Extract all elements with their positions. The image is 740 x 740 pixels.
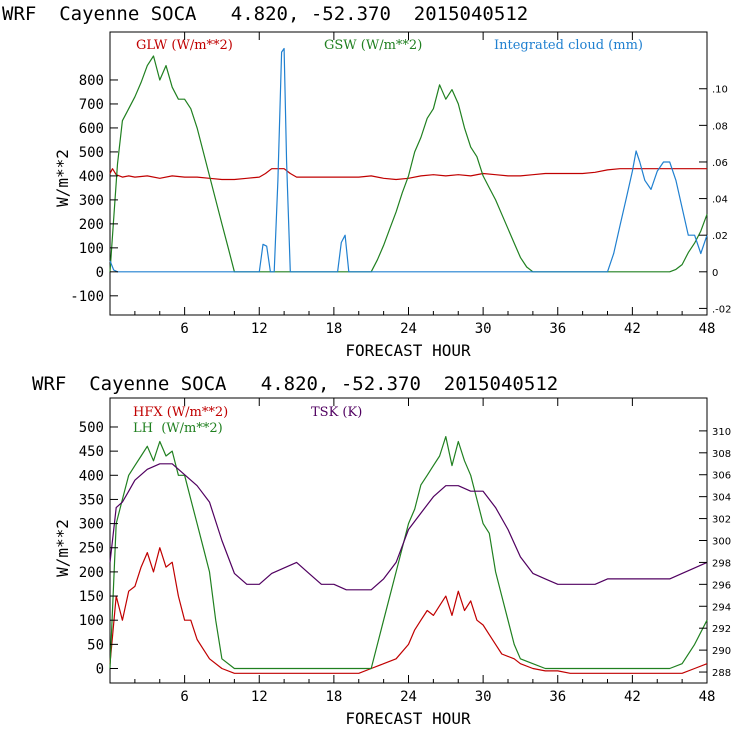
chart1-ytick-label-400: 400	[79, 169, 104, 185]
chart1-y2tick-label-4: .06	[712, 158, 728, 169]
chart2-ytick-label-400: 400	[79, 468, 104, 484]
chart2-ytick-label-50: 50	[87, 637, 104, 653]
chart1-y2tick-label-1: 0	[712, 268, 718, 279]
chart2-series-lh	[109, 436, 708, 670]
chart2-y2tick-label-0: 288	[712, 668, 731, 679]
chart1-series-glw	[109, 168, 707, 181]
chart1-y2tick-label-0: .-02	[712, 304, 732, 315]
chart2-frame	[109, 397, 708, 684]
chart2-legend-hfx: HFX (W/m**2)	[133, 405, 228, 420]
chart1-y2tick-label-2: .02	[712, 231, 728, 242]
chart2-ytick-label-200: 200	[79, 565, 104, 581]
chart2-ylabel: W/m**2	[53, 519, 72, 577]
chart1-ylabel: W/m**2	[53, 149, 72, 207]
chart2-xtick-label-30: 30	[475, 689, 492, 705]
chart1-frame	[109, 31, 708, 316]
chart2-series-tsk	[109, 463, 708, 591]
chart2-ytick-label-500: 500	[79, 420, 104, 436]
chart1-ytick-label-600: 600	[79, 121, 104, 137]
chart2-xtick-label-42: 42	[624, 689, 641, 705]
chart2-ytick-label-450: 450	[79, 444, 104, 460]
chart2-ytick-label-250: 250	[79, 541, 104, 557]
chart1-ytick-label-300: 300	[79, 193, 104, 209]
chart2-xtick-label-6: 6	[180, 689, 188, 705]
chart2-series-layer	[109, 436, 708, 674]
chart1-y2tick-label-5: .08	[712, 121, 728, 132]
chart1-title: WRF Cayenne SOCA 4.820, -52.370 20150405…	[2, 3, 528, 25]
chart1-xtick-label-30: 30	[475, 321, 492, 337]
chart1-y2tick-label-3: .04	[712, 195, 728, 206]
chart1-ytick-label--100: -100	[70, 289, 104, 305]
chart1-y2tick-label-6: .10	[712, 85, 728, 96]
chart2-ytick-label-0: 0	[96, 662, 104, 678]
chart2-xtick-label-18: 18	[325, 689, 342, 705]
chart2-y2tick-label-5: 298	[712, 558, 731, 569]
chart1-ticks-layer: 6 12 18 24 30 36 42 48 -100 0 100 200 300 400 500 600 70…	[70, 32, 732, 337]
chart2-y2tick-label-7: 302	[712, 515, 731, 526]
chart1-ytick-label-500: 500	[79, 145, 104, 161]
chart1-xtick-label-42: 42	[624, 321, 641, 337]
chart2-legend-tsk: TSK (K)	[311, 405, 362, 420]
chart2-title: WRF Cayenne SOCA 4.820, -52.370 20150405…	[32, 373, 558, 395]
chart2-y2tick-label-8: 304	[712, 493, 731, 504]
chart1-ytick-label-700: 700	[79, 97, 104, 113]
chart2-xtick-label-48: 48	[699, 689, 716, 705]
chart2-y2tick-label-10: 308	[712, 449, 731, 460]
chart2-series-hfx	[109, 547, 708, 674]
chart1-xtick-label-12: 12	[251, 321, 268, 337]
chart2-y2tick-label-6: 300	[712, 537, 731, 548]
chart2-ytick-label-350: 350	[79, 492, 104, 508]
chart2-ticks-layer: 6 12 18 24 30 36 42 48 0 50 100 150 200 250 300 350 400 4…	[79, 398, 731, 705]
chart1-ytick-label-800: 800	[79, 73, 104, 89]
chart1-xtick-label-18: 18	[325, 321, 342, 337]
chart2-xlabel: FORECAST HOUR	[345, 709, 471, 728]
chart2-y2tick-label-3: 294	[712, 602, 731, 613]
chart1-xtick-label-6: 6	[180, 321, 188, 337]
chart2-xtick-label-36: 36	[549, 689, 566, 705]
chart1-xtick-label-36: 36	[549, 321, 566, 337]
chart1-legend-glw: GLW (W/m**2)	[136, 38, 233, 53]
chart1-series-layer	[109, 47, 708, 273]
chart2-plot: 6 12 18 24 30 36 42 48 0 50 100 150 200 250 300 350 400 4…	[79, 397, 731, 705]
chart2-ytick-label-300: 300	[79, 517, 104, 533]
chart2-ytick-label-150: 150	[79, 589, 104, 605]
chart1-legend-gsw: GSW (W/m**2)	[324, 38, 422, 53]
chart2-y2tick-label-9: 306	[712, 471, 731, 482]
chart1-ytick-label-100: 100	[79, 241, 104, 257]
chart2-legend-lh: LH (W/m**2)	[133, 421, 223, 436]
chart2-xtick-label-24: 24	[400, 689, 417, 705]
chart1-series-integrated	[109, 47, 708, 273]
chart2-y2tick-label-2: 292	[712, 624, 731, 635]
chart2-xtick-label-12: 12	[251, 689, 268, 705]
chart2-y2tick-label-11: 310	[712, 427, 731, 438]
chart2-y2tick-label-1: 290	[712, 646, 731, 657]
chart1-xtick-label-48: 48	[699, 321, 716, 337]
chart2-ytick-label-100: 100	[79, 613, 104, 629]
chart1-legend-cloud: Integrated cloud (mm)	[494, 38, 643, 53]
chart1-ytick-label-0: 0	[96, 265, 104, 281]
chart1-xlabel: FORECAST HOUR	[345, 341, 471, 360]
chart1-xtick-label-24: 24	[400, 321, 417, 337]
chart1-series-gsw	[109, 55, 708, 273]
chart2-y2tick-label-4: 296	[712, 580, 731, 591]
chart1-ytick-label-200: 200	[79, 217, 104, 233]
chart1-plot: 6 12 18 24 30 36 42 48 -100 0 100 200 300 400 500 600 70…	[70, 31, 732, 337]
